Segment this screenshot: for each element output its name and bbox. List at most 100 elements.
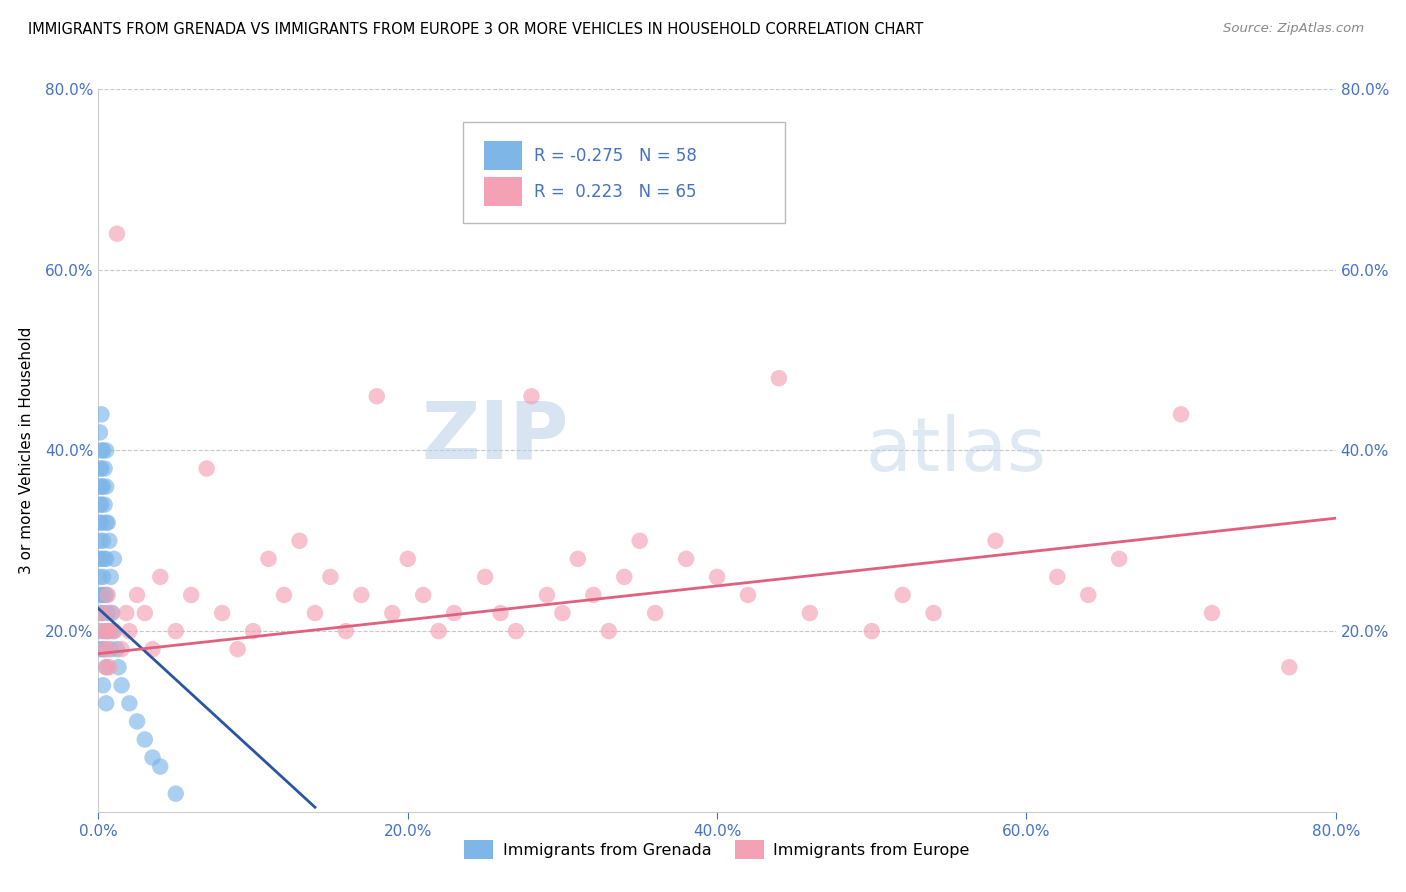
Point (100, 642, 122, 657)
Point (675, 551, 697, 566)
Point (737, 588, 759, 602)
Point (134, 732, 156, 747)
Point (105, 227, 128, 241)
Point (257, 551, 280, 566)
Point (165, 624, 187, 639)
Point (366, 389, 388, 403)
Point (273, 588, 295, 602)
Point (93, 642, 115, 657)
Point (91, 606, 114, 620)
Point (96, 660, 118, 674)
Point (1046, 570, 1069, 584)
Point (93, 551, 115, 566)
Point (644, 606, 666, 620)
Point (768, 371, 790, 385)
Point (96, 551, 118, 566)
Point (91, 570, 114, 584)
Point (90, 498, 112, 512)
Point (105, 642, 128, 657)
Point (107, 660, 129, 674)
Point (90, 588, 112, 602)
Point (96, 480, 118, 494)
Point (98, 660, 121, 674)
Point (89, 570, 111, 584)
FancyBboxPatch shape (485, 141, 522, 170)
Point (288, 533, 311, 548)
Point (567, 551, 589, 566)
Point (319, 570, 342, 584)
Point (91, 443, 114, 458)
Point (101, 606, 124, 620)
Point (628, 533, 651, 548)
FancyBboxPatch shape (464, 121, 785, 223)
Point (350, 588, 373, 602)
Text: ZIP: ZIP (422, 397, 568, 475)
Text: Source: ZipAtlas.com: Source: ZipAtlas.com (1223, 22, 1364, 36)
Point (103, 624, 125, 639)
Point (89, 498, 111, 512)
Point (91, 678, 114, 692)
Point (922, 606, 945, 620)
Point (98, 624, 121, 639)
Point (89, 533, 111, 548)
Point (91, 533, 114, 548)
Point (551, 606, 574, 620)
Point (97, 606, 120, 620)
Point (97, 516, 120, 530)
Point (536, 588, 558, 602)
Point (90, 407, 112, 422)
Point (141, 642, 165, 657)
Point (474, 570, 496, 584)
Point (96, 588, 118, 602)
Point (134, 606, 156, 620)
Point (799, 606, 821, 620)
Point (90, 516, 112, 530)
Point (96, 624, 118, 639)
Point (180, 588, 202, 602)
Point (127, 588, 149, 602)
Point (103, 624, 125, 639)
Point (141, 750, 165, 764)
Point (98, 533, 121, 548)
Point (149, 759, 172, 773)
Point (97, 588, 120, 602)
Point (165, 787, 187, 801)
Point (96, 516, 118, 530)
FancyBboxPatch shape (485, 178, 522, 206)
Point (984, 533, 1007, 548)
Point (90, 606, 112, 620)
Point (89, 516, 111, 530)
Point (127, 714, 149, 729)
Point (96, 624, 118, 639)
Point (97, 642, 120, 657)
Point (598, 624, 620, 639)
Point (412, 588, 434, 602)
Point (505, 624, 527, 639)
Point (489, 606, 512, 620)
Point (93, 498, 115, 512)
Point (111, 678, 132, 692)
Point (427, 624, 450, 639)
Point (89, 480, 111, 494)
Y-axis label: 3 or more Vehicles in Household: 3 or more Vehicles in Household (18, 326, 34, 574)
Point (1278, 660, 1301, 674)
Point (226, 642, 249, 657)
Point (100, 570, 122, 584)
Point (89, 624, 111, 639)
Point (90, 461, 112, 475)
Legend: Immigrants from Grenada, Immigrants from Europe: Immigrants from Grenada, Immigrants from… (458, 834, 976, 865)
Point (90, 551, 112, 566)
Point (100, 606, 122, 620)
Point (93, 588, 115, 602)
Point (443, 606, 465, 620)
Point (118, 697, 141, 711)
Point (89, 588, 111, 602)
Point (1201, 606, 1223, 620)
Point (520, 389, 543, 403)
Point (891, 588, 914, 602)
Point (1108, 551, 1130, 566)
Point (195, 461, 218, 475)
Point (91, 624, 114, 639)
Point (89, 551, 111, 566)
Point (90, 443, 112, 458)
